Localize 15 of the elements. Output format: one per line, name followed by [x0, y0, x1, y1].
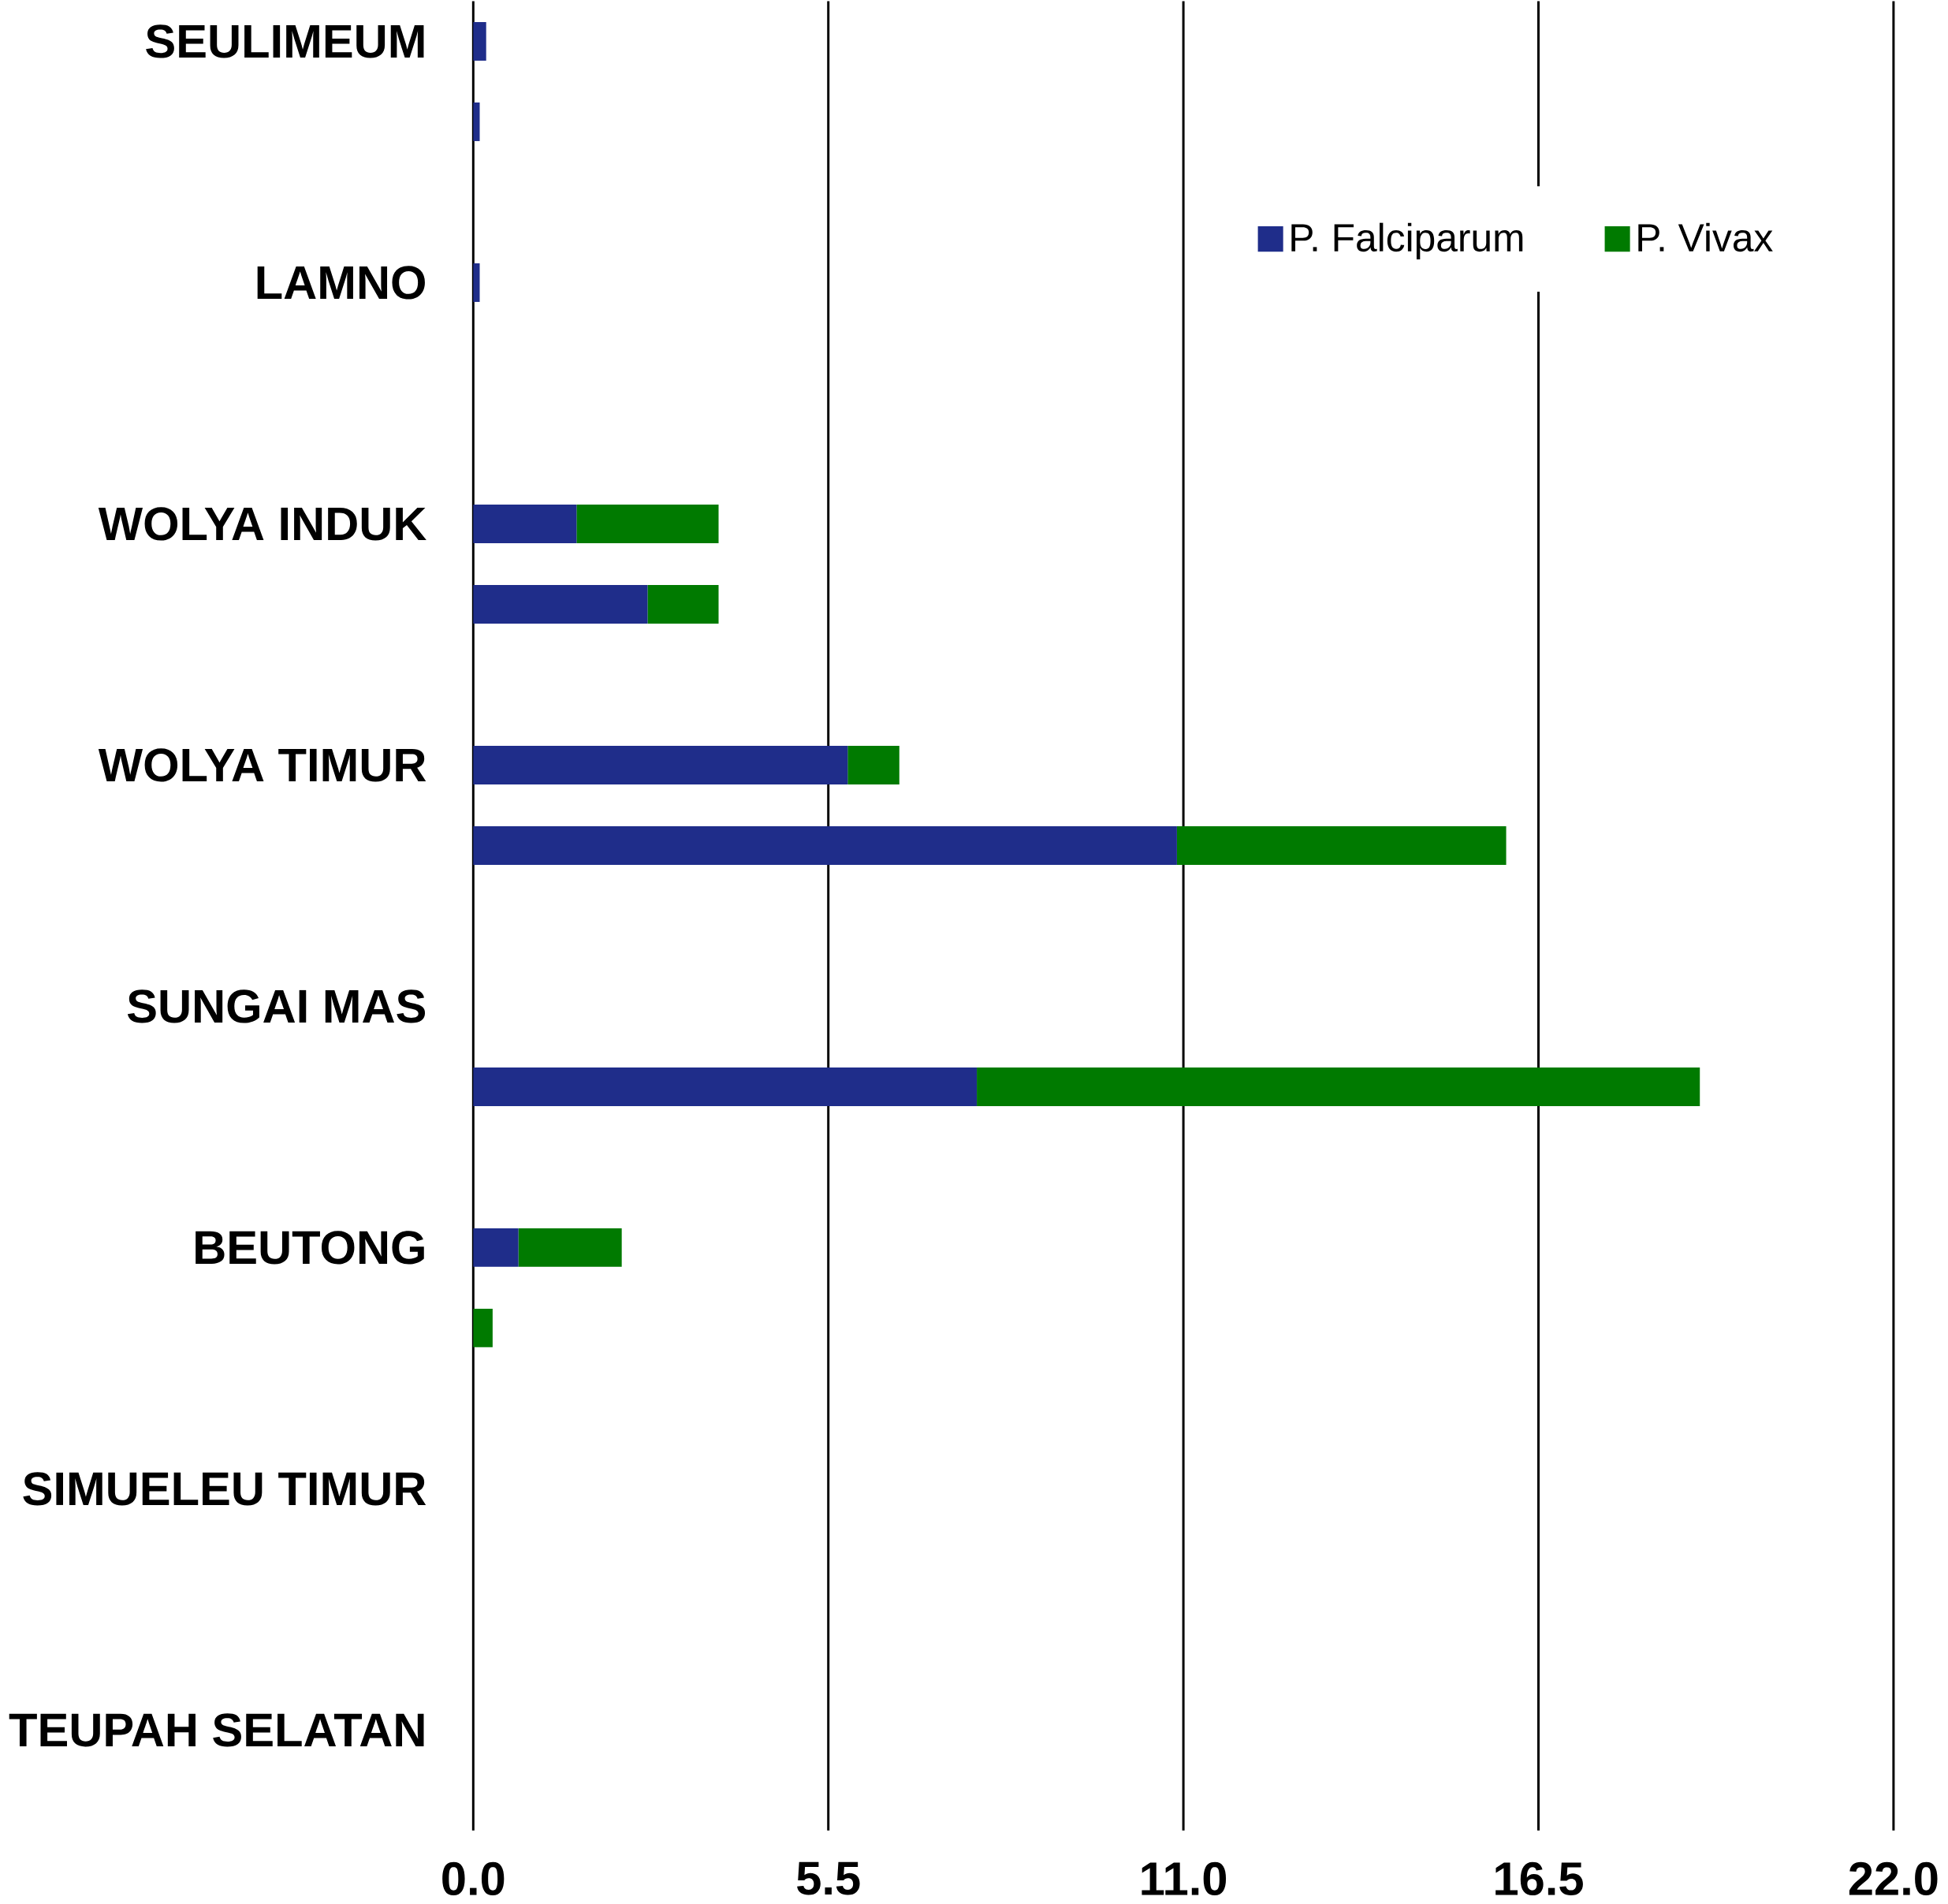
x-tick-label: 22.0: [1849, 1861, 1938, 1896]
x-tick-label: 0.0: [442, 1861, 505, 1896]
legend-label: P. Vivax: [1638, 222, 1773, 252]
y-tick-label: SEULIMEUM: [146, 24, 424, 58]
y-tick-label: BEUTONG: [196, 1231, 424, 1265]
x-tick-label: 5.5: [797, 1861, 860, 1895]
x-tick-label: 11.0: [1142, 1861, 1227, 1896]
y-tick-label: SIMUELEU TIMUR: [23, 1472, 426, 1506]
y-tick-label: TEUPAH SELATAN: [9, 1713, 424, 1747]
x-tick-label: 16.5: [1495, 1861, 1583, 1896]
y-tick-label: WOLYA INDUK: [98, 507, 426, 541]
legend-label: P. Falciparum: [1291, 222, 1523, 259]
y-tick-label: SUNGAI MAS: [127, 989, 426, 1023]
y-tick-label: LAMNO: [257, 266, 425, 300]
y-tick-label: WOLYA TIMUR: [98, 748, 426, 782]
